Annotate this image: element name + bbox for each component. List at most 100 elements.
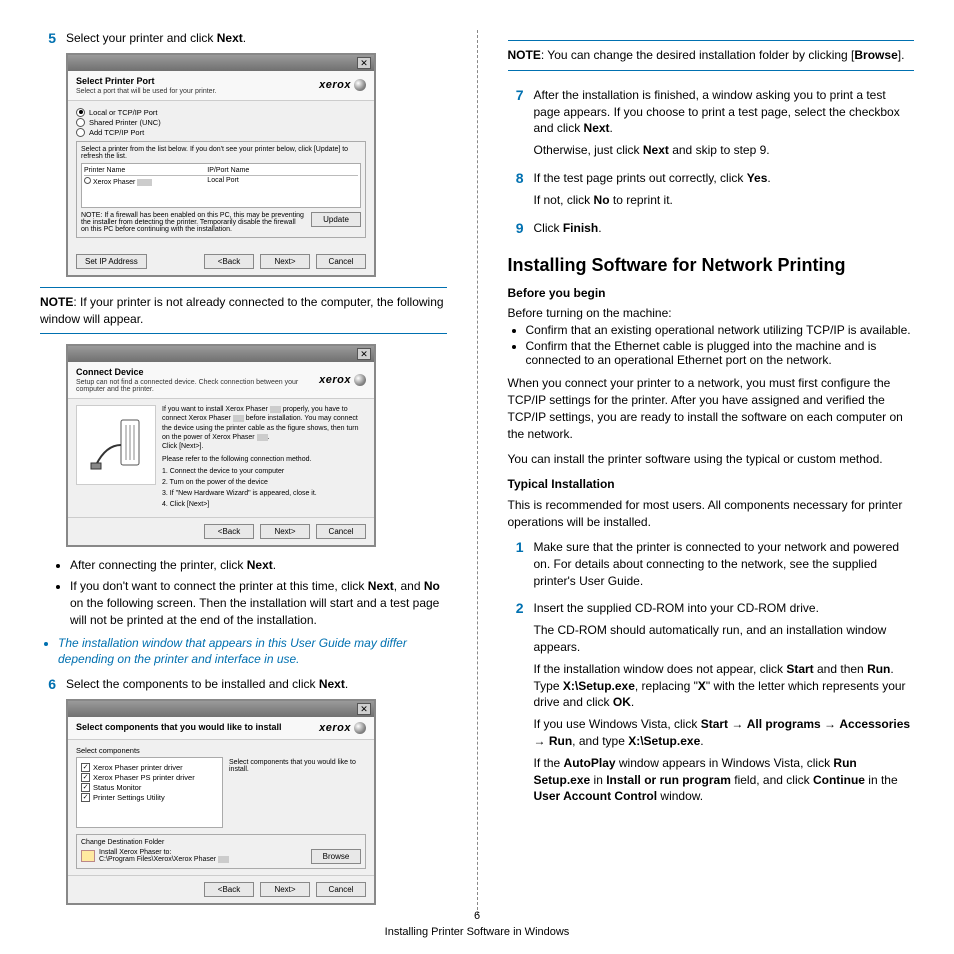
note-text: : If your printer is not already connect… [40,295,444,326]
next-button[interactable]: Next> [260,882,310,897]
chk-label: Xerox Phaser PS printer driver [93,773,195,782]
dialog-select-printer-port: ✕ Select Printer Port Select a port that… [66,53,376,277]
right-text: Select components that you would like to… [229,757,366,828]
note-bold: Browse [854,48,897,62]
chk-label: Xerox Phaser printer driver [93,763,183,772]
note-text: ]. [898,48,905,62]
step-t1-text: Make sure that the printer is connected … [534,539,915,594]
para: You can install the printer software usi… [508,451,915,468]
step-9-text: Click Finish. [534,220,915,242]
step-num-8: 8 [508,170,524,214]
dest-line2: C:\Program Files\Xerox\Xerox Phaser xx [99,856,307,863]
setip-button[interactable]: Set IP Address [76,254,147,269]
step-7-text: After the installation is finished, a wi… [534,87,915,164]
step: 2. Turn on the power of the device [162,478,366,487]
radio-icon[interactable] [76,128,85,137]
dlg1-title: Select Printer Port [76,76,319,86]
xerox-logo: xerox [319,374,366,386]
intro2: Click [Next>]. [162,442,366,451]
back-button[interactable]: <Back [204,254,254,269]
bullet-list: After connecting the printer, click Next… [58,557,447,668]
cell: Xerox Phaser [93,179,135,186]
xerox-logo: xerox [319,79,366,91]
bullet: If you don't want to connect the printer… [70,578,447,628]
folder-icon [81,850,95,862]
para: When you connect your printer to a netwo… [508,375,915,442]
dlg2-title: Connect Device [76,367,319,377]
chk-label: Status Monitor [93,783,141,792]
step-num-5: 5 [40,30,56,47]
heading-typical-install: Typical Installation [508,477,915,491]
note-label: NOTE [508,48,541,62]
heading-network-printing: Installing Software for Network Printing [508,255,915,276]
dlg3-title: Select components that you would like to… [76,722,319,732]
intro: If you want to install Xerox Phaser xx p… [162,405,366,441]
step-5-text: Select your printer and click Next. [66,30,447,47]
dlg1-sub: Select a port that will be used for your… [76,88,319,95]
step-8-text: If the test page prints out correctly, c… [534,170,915,214]
step-num-9: 9 [508,220,524,242]
txt: . [243,31,246,45]
dest-label: Change Destination Folder [81,839,361,846]
checkbox-icon[interactable]: ✓ [81,793,90,802]
close-icon[interactable]: ✕ [357,348,371,360]
chk-label: Printer Settings Utility [93,793,165,802]
heading-before-begin: Before you begin [508,286,915,300]
step-t2-text: Insert the supplied CD-ROM into your CD-… [534,600,915,810]
step: 1. Connect the device to your computer [162,467,366,476]
back-button[interactable]: <Back [204,882,254,897]
radio-label: Shared Printer (UNC) [89,118,161,127]
para: This is recommended for most users. All … [508,497,915,531]
step-num-t2: 2 [508,600,524,810]
txt: Select your printer and click [66,31,217,45]
note-box-1: NOTE: If your printer is not already con… [40,287,447,335]
dest-line1: Install Xerox Phaser to: [99,849,307,856]
bullet-list: Confirm that an existing operational net… [514,323,915,367]
dialog-select-components: ✕ Select components that you would like … [66,699,376,905]
next-button[interactable]: Next> [260,254,310,269]
col-header: IP/Port Name [207,167,358,174]
sel-label: Select components [76,746,366,755]
xerox-logo: xerox [319,722,366,734]
update-button[interactable]: Update [311,212,361,227]
radio-label: Local or TCP/IP Port [89,108,158,117]
close-icon[interactable]: ✕ [357,57,371,69]
bullet: After connecting the printer, click Next… [70,557,447,574]
footer-caption: Installing Printer Software in Windows [0,925,954,940]
col-header: Printer Name [84,167,207,174]
dlg2-sub: Setup can not find a connected device. C… [76,379,319,393]
checkbox-icon[interactable]: ✓ [81,763,90,772]
radio-label: Add TCP/IP Port [89,128,144,137]
radio-icon[interactable] [76,108,85,117]
bullet: Confirm that an existing operational net… [526,323,915,337]
note-box-2: NOTE: You can change the desired install… [508,40,915,71]
step-6-text: Select the components to be installed an… [66,676,447,693]
cancel-button[interactable]: Cancel [316,882,366,897]
note-text: : You can change the desired installatio… [541,48,855,62]
checkbox-icon[interactable]: ✓ [81,783,90,792]
checkbox-icon[interactable]: ✓ [81,773,90,782]
bullet-italic: The installation window that appears in … [58,635,447,669]
step-num-t1: 1 [508,539,524,594]
note-label: NOTE [40,295,73,309]
refer: Please refer to the following connection… [162,455,366,464]
cell: Local Port [207,177,358,186]
step-num-6: 6 [40,676,56,693]
cancel-button[interactable]: Cancel [316,254,366,269]
step-num-7: 7 [508,87,524,164]
step: 4. Click [Next>] [162,500,366,509]
cancel-button[interactable]: Cancel [316,524,366,539]
back-button[interactable]: <Back [204,524,254,539]
next-button[interactable]: Next> [260,524,310,539]
bold: Next [217,31,243,45]
browse-button[interactable]: Browse [311,849,361,864]
radio-icon[interactable] [84,177,91,184]
connect-graphic [76,405,156,485]
radio-icon[interactable] [76,118,85,127]
page-number: 6 [0,909,954,924]
close-icon[interactable]: ✕ [357,703,371,715]
firewall-note: NOTE: If a firewall has been enabled on … [81,212,305,233]
page-footer: 6 Installing Printer Software in Windows [0,909,954,940]
step: 3. If "New Hardware Wizard" is appeared,… [162,489,366,498]
list-note: Select a printer from the list below. If… [81,146,361,160]
